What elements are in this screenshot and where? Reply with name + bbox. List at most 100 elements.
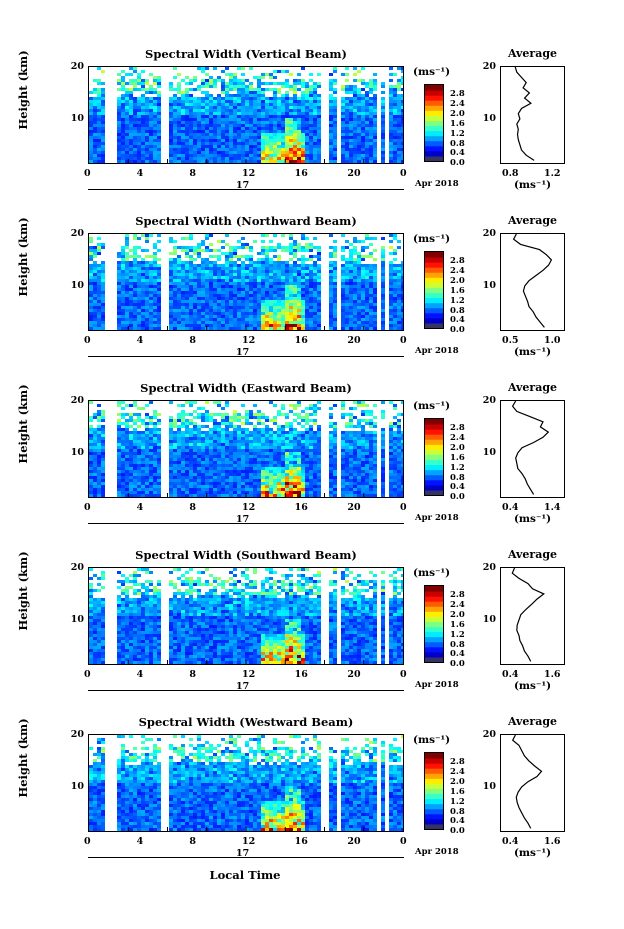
heatmap-cell: [233, 145, 237, 148]
heatmap-cell: [121, 151, 125, 154]
heatmap-cell: [137, 246, 141, 249]
heatmap-cell: [281, 285, 285, 288]
heatmap-cell: [153, 327, 157, 330]
heatmap-cell: [153, 133, 157, 136]
heatmap-cell: [345, 121, 349, 124]
heatmap-cell: [241, 428, 245, 431]
heatmap-cell: [149, 106, 153, 109]
heatmap-cell: [301, 139, 305, 142]
heatmap-cell: [373, 160, 377, 163]
heatmap-cell: [193, 449, 197, 452]
heatmap-cell: [285, 151, 289, 154]
heatmap-cell: [145, 148, 149, 151]
heatmap-cell: [121, 291, 125, 294]
heatmap-cell: [89, 237, 93, 240]
heatmap-cell: [397, 246, 401, 249]
heatmap-cell: [401, 261, 403, 264]
heatmap-cell: [297, 267, 301, 270]
heatmap-cell: [289, 306, 293, 309]
heatmap-cell: [241, 237, 245, 240]
heatmap-cell: [353, 252, 357, 255]
heatmap-cell: [241, 124, 245, 127]
heatmap-cell: [121, 434, 125, 437]
heatmap-cell: [153, 428, 157, 431]
heatmap-cell: [281, 136, 285, 139]
heatmap-cell: [149, 428, 153, 431]
heatmap-cell: [225, 419, 229, 422]
heatmap-cell: [317, 306, 321, 309]
heatmap-cell: [249, 97, 253, 100]
heatmap-cell: [253, 88, 257, 91]
heatmap-cell: [305, 121, 309, 124]
heatmap-cell: [193, 401, 197, 404]
heatmap-cell: [273, 446, 277, 449]
heatmap-cell: [273, 145, 277, 148]
heatmap-cell: [317, 151, 321, 154]
heatmap-cell: [273, 318, 277, 321]
heatmap-cell: [129, 142, 133, 145]
heatmap-cell: [341, 112, 345, 115]
heatmap-cell: [313, 324, 317, 327]
colorbar: [424, 84, 444, 162]
heatmap-cell: [93, 321, 97, 324]
heatmap-cell: [149, 315, 153, 318]
heatmap-cell: [261, 145, 265, 148]
heatmap-cell: [401, 100, 403, 103]
heatmap-cell: [273, 464, 277, 467]
heatmap-cell: [173, 142, 177, 145]
heatmap-cell: [145, 404, 149, 407]
heatmap-cell: [137, 309, 141, 312]
heatmap-cell: [273, 482, 277, 485]
heatmap-cell: [181, 327, 185, 330]
heatmap-cell: [173, 100, 177, 103]
heatmap-cell: [185, 470, 189, 473]
heatmap-cell: [125, 100, 129, 103]
heatmap-cell: [345, 139, 349, 142]
heatmap-cell: [89, 440, 93, 443]
heatmap-cell: [317, 103, 321, 106]
heatmap-cell: [289, 249, 293, 252]
heatmap-cell: [353, 88, 357, 91]
heatmap-cell: [301, 160, 305, 163]
heatmap-cell: [121, 324, 125, 327]
heatmap-cell: [197, 88, 201, 91]
heatmap-cell: [145, 461, 149, 464]
heatmap-cell: [213, 97, 217, 100]
heatmap-cell: [197, 249, 201, 252]
heatmap-cell: [269, 139, 273, 142]
heatmap-cell: [197, 473, 201, 476]
heatmap-cell: [361, 154, 365, 157]
heatmap-cell: [213, 285, 217, 288]
heatmap-cell: [173, 270, 177, 273]
heatmap-cell: [317, 252, 321, 255]
heatmap-cell: [193, 115, 197, 118]
heatmap-cell: [225, 94, 229, 97]
heatmap-cell: [273, 160, 277, 163]
heatmap-cell: [213, 464, 217, 467]
heatmap-cell: [193, 127, 197, 130]
heatmap-cell: [193, 300, 197, 303]
heatmap-cell: [97, 160, 101, 163]
heatmap-cell: [217, 306, 221, 309]
heatmap-cell: [197, 139, 201, 142]
heatmap-cell: [201, 130, 205, 133]
y-tick-label: 20: [70, 61, 84, 72]
heatmap-cell: [233, 300, 237, 303]
heatmap-cell: [145, 482, 149, 485]
heatmap-cell: [305, 160, 309, 163]
heatmap-cell: [249, 285, 253, 288]
heatmap-cell: [173, 133, 177, 136]
heatmap-cell: [221, 467, 225, 470]
heatmap-cell: [185, 142, 189, 145]
heatmap-cell: [233, 106, 237, 109]
heatmap-cell: [393, 154, 397, 157]
heatmap-cell: [221, 312, 225, 315]
heatmap-cell: [361, 249, 365, 252]
heatmap-cell: [297, 106, 301, 109]
heatmap-cell: [129, 73, 133, 76]
heatmap-cell: [153, 473, 157, 476]
heatmap-cell: [205, 410, 209, 413]
heatmap-cell: [341, 88, 345, 91]
heatmap-cell: [221, 264, 225, 267]
heatmap-cell: [205, 437, 209, 440]
